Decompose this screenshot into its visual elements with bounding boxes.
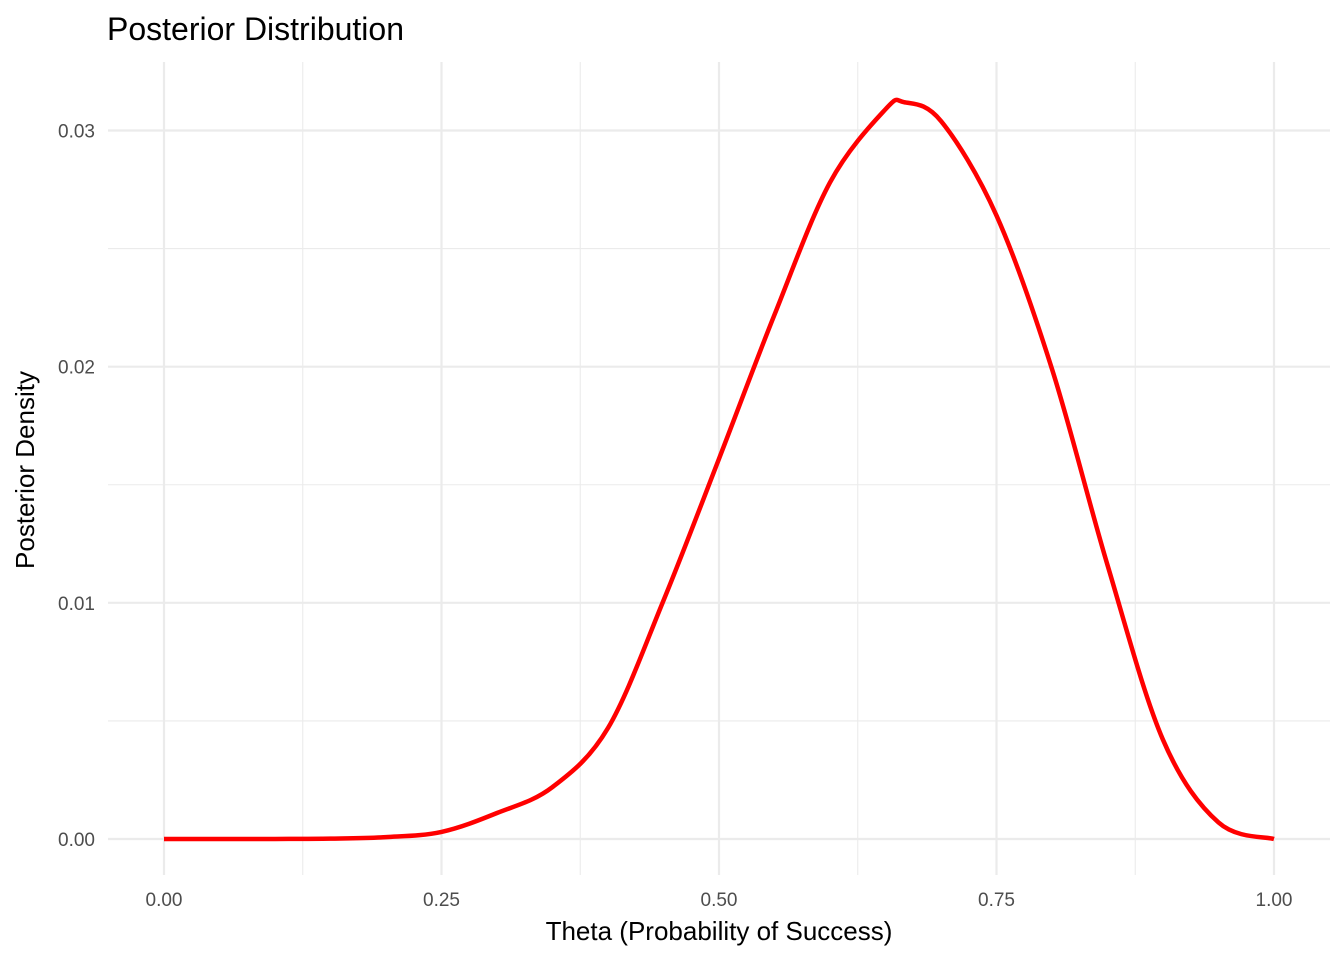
- x-tick-label: 0.50: [701, 890, 738, 911]
- y-axis-title: Posterior Density: [10, 371, 40, 569]
- series-layer: [164, 97, 1275, 842]
- major-gridlines: [108, 62, 1330, 875]
- chart-title: Posterior Distribution: [107, 11, 404, 47]
- x-tick-label: 0.75: [978, 890, 1015, 911]
- y-tick-label: 0.02: [58, 358, 95, 379]
- x-tick-label: 0.00: [146, 890, 183, 911]
- x-tick-labels: 0.00 0.25 0.50 0.75 1.00: [146, 890, 1293, 911]
- y-tick-label: 0.00: [58, 830, 95, 851]
- y-tick-label: 0.01: [58, 594, 95, 615]
- y-tick-label: 0.03: [58, 122, 95, 143]
- posterior-density-line: [164, 97, 1275, 842]
- x-tick-label: 1.00: [1256, 890, 1293, 911]
- y-tick-labels: 0.00 0.01 0.02 0.03: [58, 122, 95, 852]
- x-axis-title: Theta (Probability of Success): [546, 916, 893, 946]
- x-tick-label: 0.25: [423, 890, 460, 911]
